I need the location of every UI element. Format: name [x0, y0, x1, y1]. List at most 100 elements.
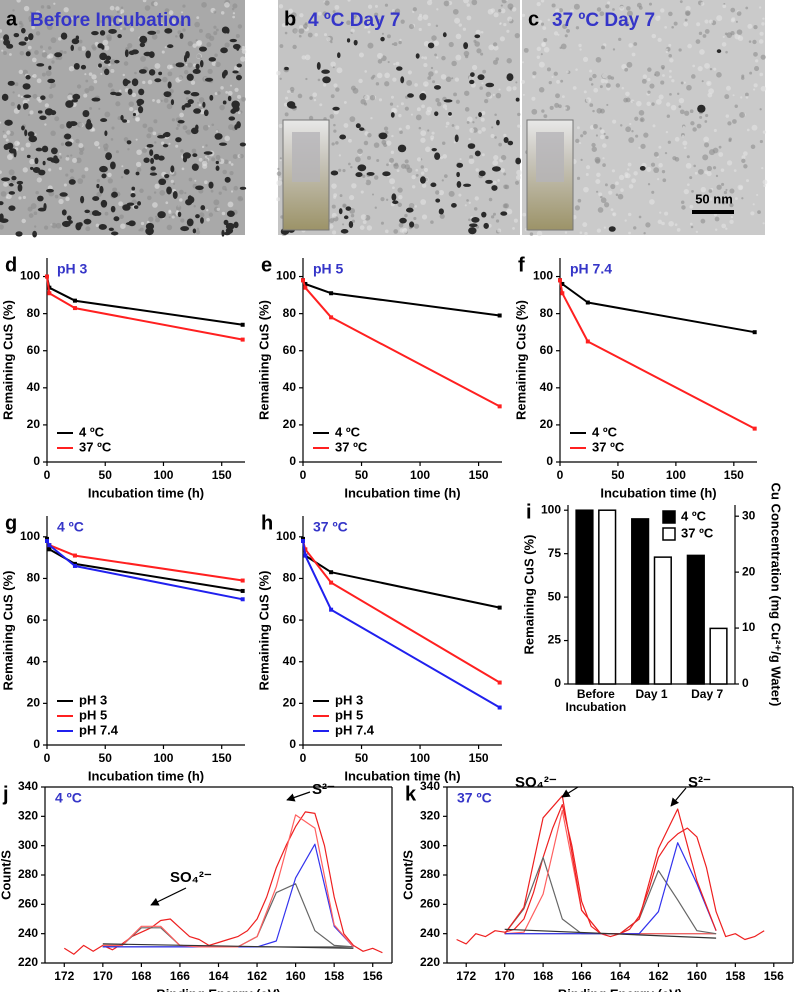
texture — [29, 158, 35, 165]
texture — [631, 52, 636, 57]
texture — [684, 18, 688, 22]
nanoparticle — [164, 28, 173, 34]
texture — [582, 222, 588, 228]
texture — [165, 201, 169, 205]
texture — [154, 217, 161, 223]
nanoparticle — [50, 159, 58, 163]
texture — [657, 219, 663, 225]
texture — [59, 156, 63, 159]
texture — [553, 31, 559, 36]
texture — [111, 126, 115, 130]
texture — [276, 70, 281, 76]
nanoparticle — [3, 39, 11, 46]
nanoparticle — [478, 170, 486, 177]
nanoparticle — [145, 227, 154, 236]
texture — [186, 129, 192, 135]
nanoparticle — [181, 104, 186, 111]
texture — [475, 116, 478, 119]
y-tick-label: 340 — [420, 779, 440, 793]
texture — [147, 195, 152, 201]
texture — [605, 135, 609, 140]
y-tick-label: 260 — [420, 897, 440, 911]
texture — [14, 82, 19, 87]
nanoparticle — [98, 224, 107, 230]
texture — [554, 102, 560, 108]
texture — [679, 109, 685, 115]
nanoparticle — [128, 50, 136, 56]
texture — [468, 218, 471, 222]
y-axis-label: Remaining CuS (%) — [256, 571, 271, 691]
texture — [435, 190, 440, 195]
texture — [721, 223, 727, 229]
texture — [107, 178, 113, 184]
texture — [502, 203, 508, 209]
nanoparticle — [639, 165, 646, 171]
texture — [713, 67, 717, 71]
series-line — [302, 279, 500, 317]
annotation: SO₄²⁻ — [170, 869, 212, 886]
texture — [487, 8, 494, 15]
data-point — [240, 337, 245, 342]
texture — [213, 31, 218, 36]
nanoparticle — [72, 93, 81, 100]
texture — [334, 4, 340, 10]
series-line — [559, 280, 756, 430]
nanoparticle — [438, 208, 444, 215]
texture — [745, 6, 749, 10]
texture — [50, 37, 57, 44]
texture — [195, 40, 202, 47]
nanoparticle — [200, 205, 206, 211]
nanoparticle — [321, 69, 330, 74]
texture — [335, 13, 339, 16]
texture — [415, 168, 419, 172]
texture — [725, 50, 728, 54]
nanoparticle — [485, 82, 495, 88]
nanoparticle — [469, 79, 475, 85]
texture — [367, 42, 374, 49]
texture — [674, 136, 680, 142]
nanoparticle — [186, 218, 194, 227]
texture — [407, 70, 412, 75]
texture — [283, 102, 288, 107]
y-axis-label: Remaining CuS (%) — [0, 571, 15, 691]
nanoparticle — [154, 78, 162, 83]
texture — [161, 141, 165, 145]
texture — [401, 228, 408, 234]
texture — [366, 225, 373, 231]
nanoparticle — [224, 176, 231, 183]
annotation-arrow — [150, 887, 187, 906]
texture — [684, 10, 691, 16]
nanoparticle — [13, 150, 17, 158]
y-axis-label: Count/S — [400, 850, 415, 900]
y-tick-label: 60 — [283, 612, 297, 626]
texture — [43, 225, 49, 230]
texture — [0, 191, 7, 197]
nanoparticle — [113, 216, 120, 222]
texture — [627, 162, 632, 167]
nanoparticle — [108, 227, 114, 232]
chart-title: pH 7.4 — [570, 261, 612, 277]
nanoparticle — [158, 178, 167, 186]
texture — [146, 133, 152, 139]
y-tick-label: 280 — [18, 867, 38, 881]
texture — [177, 123, 181, 127]
texture — [674, 223, 678, 227]
y2-tick-label: 20 — [742, 564, 756, 578]
nanoparticle — [332, 106, 340, 111]
texture — [666, 114, 671, 118]
texture — [599, 134, 605, 140]
texture — [580, 134, 584, 138]
texture — [323, 83, 327, 87]
data-point — [560, 291, 565, 296]
texture — [543, 114, 548, 119]
nanoparticle — [120, 114, 124, 121]
nanoparticle — [43, 202, 47, 211]
texture — [593, 87, 599, 93]
texture — [115, 101, 121, 107]
texture — [31, 25, 35, 30]
texture — [386, 34, 391, 39]
texture — [479, 86, 483, 90]
x-tick-label: 164 — [610, 969, 630, 983]
texture — [453, 92, 457, 97]
texture — [175, 205, 182, 211]
